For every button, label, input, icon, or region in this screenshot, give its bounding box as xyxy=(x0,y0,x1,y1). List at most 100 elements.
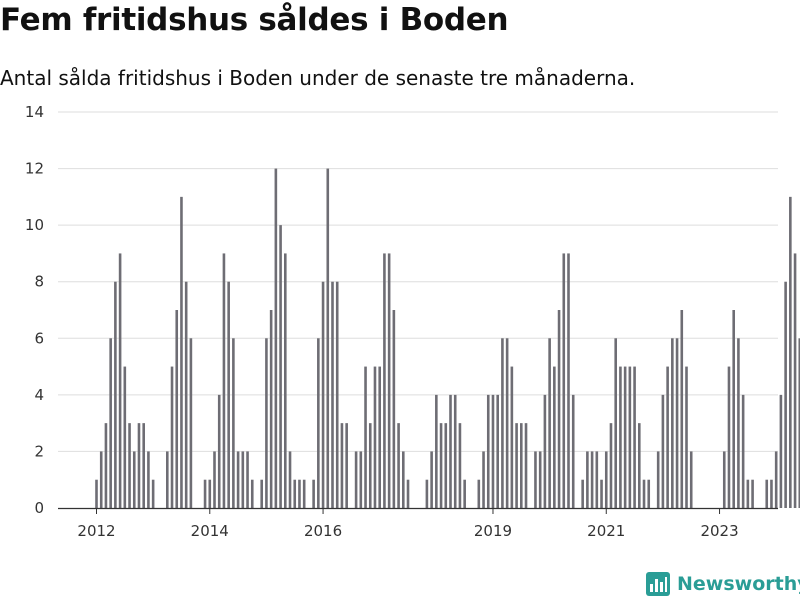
bar xyxy=(298,479,301,508)
bar xyxy=(562,253,566,508)
bar xyxy=(425,479,429,508)
bar xyxy=(779,394,783,508)
axes xyxy=(58,507,778,514)
bar xyxy=(184,281,188,508)
bar xyxy=(567,253,570,508)
chart-subtitle: Antal sålda fritidshus i Boden under de … xyxy=(0,66,636,90)
y-tick-label: 0 xyxy=(34,499,44,517)
bar xyxy=(302,479,306,508)
bar xyxy=(284,253,287,508)
bar xyxy=(798,338,800,508)
bar xyxy=(515,423,518,508)
bar xyxy=(236,451,240,508)
bar xyxy=(505,338,509,508)
x-tick-label: 2021 xyxy=(587,522,625,540)
bar xyxy=(227,281,230,508)
bar xyxy=(359,451,363,508)
bar xyxy=(378,366,381,508)
bar xyxy=(213,451,216,508)
bar xyxy=(321,281,325,508)
bar xyxy=(538,451,542,508)
bar xyxy=(250,479,254,508)
bar xyxy=(685,366,688,508)
bar xyxy=(430,451,433,508)
bar xyxy=(482,451,485,508)
bar xyxy=(477,479,481,508)
bar xyxy=(784,281,787,508)
bar xyxy=(491,394,495,508)
bar xyxy=(397,423,400,508)
y-tick-label: 14 xyxy=(25,103,44,121)
grid-lines xyxy=(58,111,778,452)
bar xyxy=(109,338,112,508)
bar xyxy=(774,451,778,508)
bar xyxy=(501,338,504,508)
labels: 0246810121420122014201620192021202320255 xyxy=(25,103,739,540)
x-tick-label: 2023 xyxy=(700,522,738,540)
bar xyxy=(661,394,665,508)
bar xyxy=(392,310,396,508)
bar xyxy=(151,479,155,508)
bar xyxy=(142,423,145,508)
bar xyxy=(123,366,127,508)
bar xyxy=(274,168,278,508)
bar xyxy=(557,310,561,508)
bar xyxy=(95,479,98,508)
bar xyxy=(241,451,245,508)
chart-title: Fem fritidshus såldes i Boden xyxy=(0,2,509,38)
bar xyxy=(628,366,632,508)
bar xyxy=(232,338,235,508)
bar xyxy=(520,423,523,508)
bar xyxy=(727,366,731,508)
y-tick-label: 10 xyxy=(25,216,44,234)
bar xyxy=(208,479,212,508)
bar xyxy=(137,423,141,508)
bar xyxy=(789,196,792,509)
bar xyxy=(586,451,589,508)
bar xyxy=(203,479,207,508)
bar xyxy=(217,394,221,508)
bar xyxy=(118,253,122,508)
bar xyxy=(402,451,405,508)
bar xyxy=(496,394,499,508)
bar xyxy=(293,479,297,508)
bar xyxy=(680,310,684,508)
bar xyxy=(99,451,103,508)
x-tick-label: 2014 xyxy=(191,522,229,540)
bar xyxy=(671,338,674,508)
y-tick-label: 4 xyxy=(34,386,44,404)
bar xyxy=(463,479,466,508)
bar xyxy=(444,423,448,508)
bar xyxy=(246,451,249,508)
bar xyxy=(486,394,490,508)
bar xyxy=(638,423,641,508)
bar xyxy=(265,338,268,508)
bar xyxy=(548,338,551,508)
bar xyxy=(614,338,617,508)
bar xyxy=(354,451,358,508)
bar-chart: 0246810121420122014201620192021202320255 xyxy=(25,103,800,540)
bar xyxy=(623,366,627,508)
bar xyxy=(147,451,150,508)
y-tick-label: 8 xyxy=(34,273,44,291)
y-tick-label: 6 xyxy=(34,329,44,347)
bar xyxy=(604,451,608,508)
bar xyxy=(312,479,315,508)
bar xyxy=(675,338,679,508)
bar xyxy=(340,423,344,508)
bar xyxy=(642,479,646,508)
x-tick-label: 2019 xyxy=(474,522,512,540)
newsworthy-icon xyxy=(646,572,670,596)
bar xyxy=(590,451,594,508)
bar xyxy=(368,423,372,508)
bar xyxy=(222,253,226,508)
bar xyxy=(553,366,556,508)
bar xyxy=(373,366,377,508)
bar xyxy=(387,253,391,508)
bar xyxy=(114,281,117,508)
bar xyxy=(751,479,754,508)
bar xyxy=(633,366,636,508)
bar xyxy=(435,394,438,508)
bar xyxy=(104,423,108,508)
x-tick-label: 2012 xyxy=(77,522,115,540)
